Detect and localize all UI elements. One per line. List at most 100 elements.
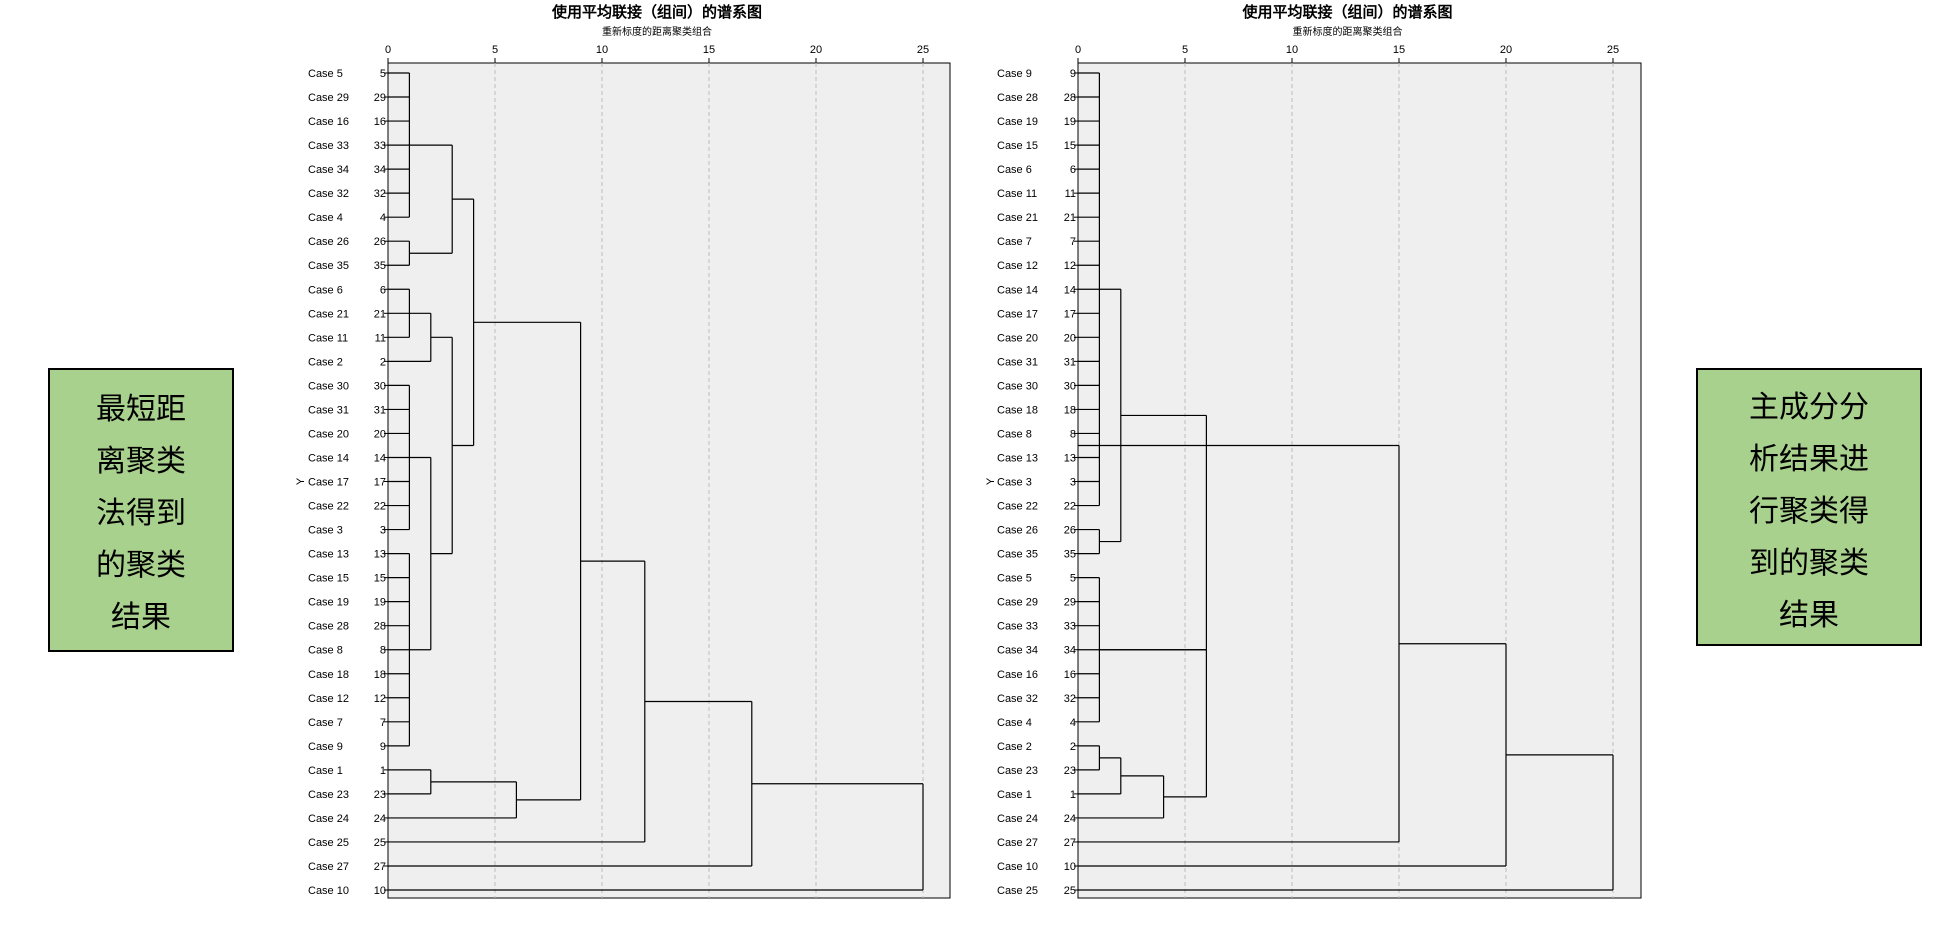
left-annotation-box: 最短距 离聚类 法得到 的聚类 结果 <box>48 368 234 652</box>
leaf-number: 10 <box>1064 861 1076 873</box>
case-label: Case 30 <box>308 380 349 392</box>
leaf-number: 5 <box>1070 573 1076 585</box>
case-label: Case 8 <box>997 428 1032 440</box>
case-label: Case 7 <box>308 717 343 729</box>
x-tick-label: 10 <box>596 44 608 56</box>
leaf-number: 4 <box>1070 717 1076 729</box>
case-label: Case 35 <box>308 260 349 272</box>
case-label: Case 15 <box>997 140 1038 152</box>
leaf-number: 23 <box>1064 765 1076 777</box>
leaf-number: 10 <box>374 885 386 897</box>
leaf-number: 8 <box>1070 428 1076 440</box>
leaf-number: 23 <box>374 789 386 801</box>
leaf-number: 9 <box>380 741 386 753</box>
case-label: Case 21 <box>308 308 349 320</box>
left-annotation-line: 离聚类 <box>96 444 186 479</box>
x-tick-label: 25 <box>1607 44 1619 56</box>
right-annotation-line: 主成分分 <box>1749 390 1869 425</box>
x-tick-label: 20 <box>1500 44 1512 56</box>
case-label: Case 30 <box>997 380 1038 392</box>
case-label: Case 20 <box>308 428 349 440</box>
x-tick-label: 5 <box>492 44 498 56</box>
leaf-number: 33 <box>374 140 386 152</box>
case-label: Case 31 <box>997 356 1038 368</box>
case-label: Case 8 <box>308 645 343 657</box>
right-annotation-box: 主成分分 析结果进 行聚类得 到的聚类 结果 <box>1696 368 1922 646</box>
y-axis-marker: Y <box>985 477 997 485</box>
left-annotation-line: 最短距 <box>96 392 186 427</box>
leaf-number: 12 <box>374 693 386 705</box>
leaf-number: 8 <box>380 645 386 657</box>
case-label: Case 12 <box>997 260 1038 272</box>
leaf-number: 35 <box>1064 549 1076 561</box>
leaf-number: 2 <box>380 356 386 368</box>
leaf-number: 31 <box>1064 356 1076 368</box>
leaf-number: 6 <box>380 284 386 296</box>
case-label: Case 4 <box>997 717 1032 729</box>
leaf-number: 34 <box>1064 645 1076 657</box>
case-label: Case 19 <box>308 597 349 609</box>
leaf-number: 32 <box>374 188 386 200</box>
leaf-number: 9 <box>1070 68 1076 80</box>
case-label: Case 32 <box>308 188 349 200</box>
case-label: Case 10 <box>997 861 1038 873</box>
leaf-number: 16 <box>374 116 386 128</box>
leaf-number: 27 <box>1064 837 1076 849</box>
leaf-number: 30 <box>1064 380 1076 392</box>
case-label: Case 27 <box>308 861 349 873</box>
x-tick-label: 5 <box>1182 44 1188 56</box>
leaf-number: 25 <box>1064 885 1076 897</box>
case-label: Case 34 <box>997 645 1038 657</box>
leaf-number: 24 <box>1064 813 1076 825</box>
case-label: Case 33 <box>308 140 349 152</box>
case-label: Case 17 <box>997 308 1038 320</box>
case-label: Case 15 <box>308 573 349 585</box>
case-label: Case 28 <box>308 621 349 633</box>
case-label: Case 11 <box>997 188 1037 200</box>
leaf-number: 26 <box>1064 525 1076 537</box>
leaf-number: 24 <box>374 813 386 825</box>
leaf-number: 32 <box>1064 693 1076 705</box>
leaf-number: 1 <box>1070 789 1076 801</box>
x-tick-label: 25 <box>917 44 929 56</box>
case-label: Case 32 <box>997 693 1038 705</box>
case-label: Case 9 <box>308 741 343 753</box>
x-tick-label: 10 <box>1286 44 1298 56</box>
case-label: Case 10 <box>308 885 349 897</box>
leaf-number: 34 <box>374 164 386 176</box>
case-label: Case 6 <box>308 284 343 296</box>
case-label: Case 28 <box>997 92 1038 104</box>
leaf-number: 33 <box>1064 621 1076 633</box>
leaf-number: 2 <box>1070 741 1076 753</box>
case-label: Case 6 <box>997 164 1032 176</box>
leaf-number: 31 <box>374 404 386 416</box>
leaf-number: 26 <box>374 236 386 248</box>
leaf-number: 35 <box>374 260 386 272</box>
case-label: Case 5 <box>308 68 343 80</box>
leaf-number: 19 <box>1064 116 1076 128</box>
x-tick-label: 0 <box>385 44 391 56</box>
leaf-number: 5 <box>380 68 386 80</box>
leaf-number: 21 <box>1064 212 1076 224</box>
leaf-number: 15 <box>374 573 386 585</box>
case-label: Case 3 <box>308 525 343 537</box>
leaf-number: 4 <box>380 212 386 224</box>
case-label: Case 35 <box>997 549 1038 561</box>
case-label: Case 25 <box>997 885 1038 897</box>
leaf-number: 13 <box>1064 452 1076 464</box>
case-label: Case 21 <box>997 212 1038 224</box>
case-label: Case 22 <box>308 501 349 513</box>
case-label: Case 14 <box>997 284 1038 296</box>
left-annotation-line: 结果 <box>111 600 171 635</box>
right-annotation-line: 行聚类得 <box>1749 494 1869 529</box>
plot-area <box>1077 62 1642 899</box>
x-tick-label: 15 <box>703 44 715 56</box>
case-label: Case 25 <box>308 837 349 849</box>
case-label: Case 24 <box>997 813 1038 825</box>
case-label: Case 29 <box>308 92 349 104</box>
case-label: Case 26 <box>997 525 1038 537</box>
case-label: Case 2 <box>997 741 1032 753</box>
case-label: Case 1 <box>308 765 343 777</box>
case-label: Case 9 <box>997 68 1032 80</box>
